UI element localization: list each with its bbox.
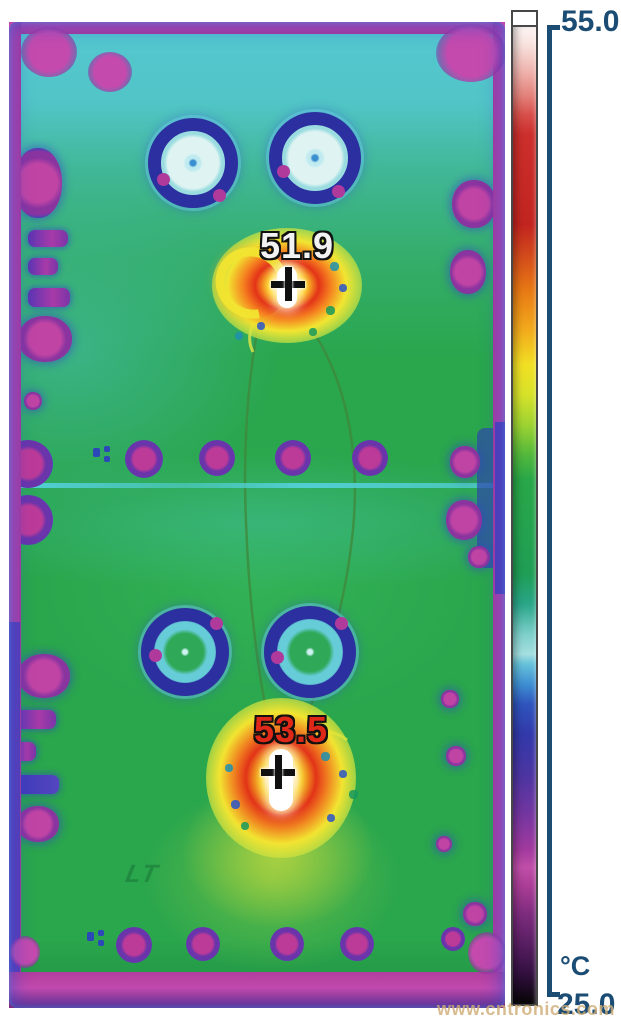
edge-connector [450, 446, 480, 478]
board-edge-top [9, 22, 505, 34]
edge-component [28, 230, 68, 247]
edge-dot [446, 746, 466, 766]
component-speckle [225, 764, 233, 772]
colorbar-gradient [513, 27, 536, 1004]
edge-dot [441, 690, 459, 708]
solder-spot [210, 617, 223, 630]
edge-dot [436, 836, 452, 852]
corner-blob [21, 27, 77, 77]
solder-spot [271, 651, 284, 664]
solder-spot [213, 189, 226, 202]
corner-blob [10, 936, 40, 968]
edge-connector [18, 654, 70, 698]
thermal-image: LT 51.9 53.5 [9, 22, 505, 1008]
inductor-bottom-left [141, 608, 229, 696]
via-dot [116, 927, 152, 963]
via-dot [125, 440, 163, 478]
lt-logo-ghost: LT [123, 860, 162, 888]
solder-spot [149, 649, 162, 662]
edge-dot [463, 902, 487, 926]
component-speckle [309, 328, 317, 336]
component-speckle [327, 814, 335, 822]
edge-dot [24, 392, 42, 410]
edge-connector [446, 500, 482, 540]
solder-spot [335, 617, 348, 630]
crosshair-1 [271, 267, 305, 301]
via-dash [104, 456, 110, 462]
inductor-bottom-right [264, 606, 356, 698]
colorbar-top-cap [513, 12, 536, 27]
component-speckle [231, 800, 240, 809]
edge-component [14, 775, 59, 794]
edge-component [28, 288, 70, 307]
scale-min-label: 25.0 [557, 988, 616, 1021]
component-speckle [235, 332, 243, 340]
scale-unit-label: °C [560, 951, 591, 981]
component-speckle [339, 770, 347, 778]
edge-connector [452, 180, 496, 228]
board-edge-left-blue [9, 622, 20, 1004]
via-dash [87, 932, 94, 941]
via-dot [199, 440, 235, 476]
via-dot [186, 927, 220, 961]
inductor-top-left [148, 118, 238, 208]
corner-blob [436, 24, 505, 82]
scale-tick-max [547, 25, 560, 30]
edge-connector [17, 806, 59, 842]
component-speckle [349, 790, 358, 799]
via-dot [340, 927, 374, 961]
component-speckle [339, 284, 347, 292]
board-edge-right-blue [495, 422, 505, 594]
temperature-colorbar [511, 10, 538, 1006]
spot-temperature-2: 53.5 [253, 709, 329, 750]
via-dot [441, 927, 465, 951]
board-seam-line [17, 483, 497, 488]
component-speckle [257, 322, 265, 330]
component-speckle [241, 822, 249, 830]
edge-dot [468, 546, 490, 568]
crosshair-2 [261, 755, 295, 789]
watermark-text: www.cntronics.com [437, 999, 615, 1019]
via-dash [98, 940, 104, 946]
component-speckle [330, 262, 339, 271]
edge-component [28, 258, 58, 275]
scale-max-label: 55.0 [561, 5, 620, 38]
via-dot [275, 440, 311, 476]
edge-component [14, 710, 56, 729]
via-dash [93, 448, 100, 457]
spot-temperature-1: 51.9 [259, 225, 335, 266]
via-dot [352, 440, 388, 476]
solder-spot [277, 165, 290, 178]
corner-blob [468, 932, 505, 974]
via-dash [98, 930, 104, 936]
via-dot [270, 927, 304, 961]
corner-blob [88, 52, 132, 92]
via-dash [104, 446, 110, 452]
component-speckle [321, 752, 330, 761]
edge-connector [18, 316, 72, 362]
edge-connector [450, 250, 486, 294]
board-edge-bottom [9, 972, 505, 1008]
edge-connector [14, 148, 62, 218]
component-speckle [326, 306, 335, 315]
scale-bracket-line [547, 25, 552, 997]
solder-spot [157, 173, 170, 186]
inductor-top-right [269, 112, 361, 204]
solder-spot [332, 185, 345, 198]
scale-tick-min [547, 992, 560, 997]
